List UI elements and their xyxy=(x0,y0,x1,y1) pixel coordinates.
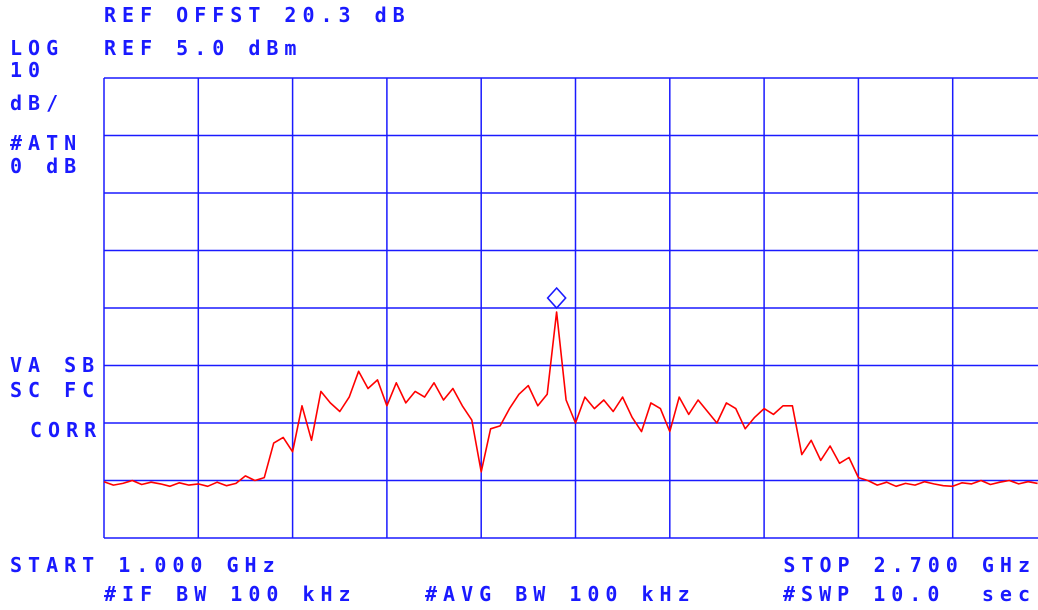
annotation: STOP 2.700 GHz xyxy=(783,553,1036,577)
annotation: dB/ xyxy=(10,91,64,115)
annotation: 0 dB xyxy=(10,154,82,178)
annotation: 10 xyxy=(10,58,46,82)
marker-diamond xyxy=(546,286,567,310)
annotation: #SWP 10.0 xyxy=(783,582,945,606)
trace xyxy=(103,311,1038,488)
annotation: START 1.000 GHz xyxy=(10,553,281,577)
annotation: LOG xyxy=(10,36,64,60)
annotation: VA SB xyxy=(10,353,100,377)
annotation: REF OFFST 20.3 dB xyxy=(104,3,411,27)
annotation: SC FC xyxy=(10,378,100,402)
annotation: #ATN xyxy=(10,131,82,155)
annotation: CORR xyxy=(30,418,102,442)
annotation: REF 5.0 dBm xyxy=(104,36,302,60)
annotation: sec xyxy=(982,582,1036,606)
annotation: #AVG BW 100 kHz xyxy=(425,582,696,606)
annotation: #IF BW 100 kHz xyxy=(104,582,357,606)
